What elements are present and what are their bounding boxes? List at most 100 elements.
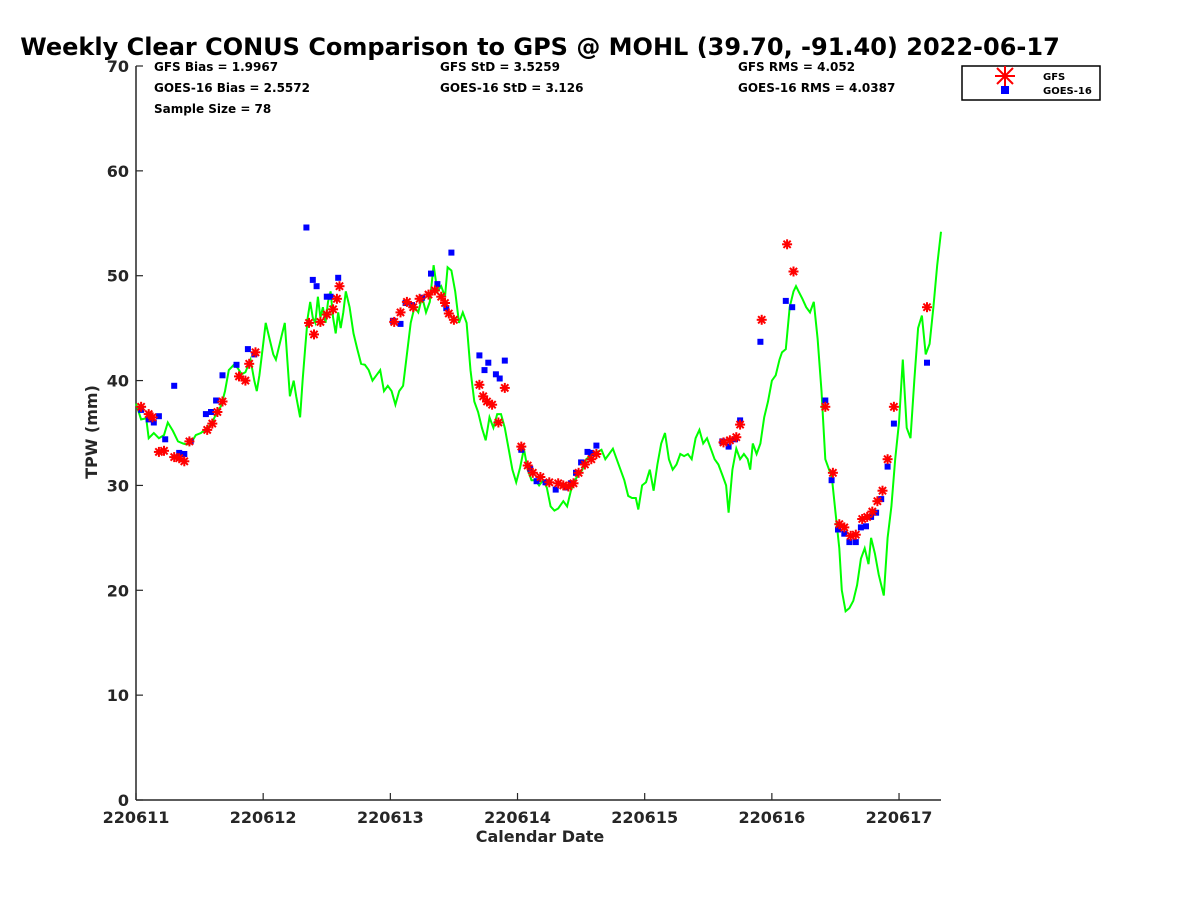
goes-16-point bbox=[496, 375, 503, 382]
x-tick-label: 220616 bbox=[738, 808, 805, 827]
goes-16-point bbox=[501, 357, 508, 364]
goes-16-point bbox=[162, 436, 169, 443]
goes-16-point bbox=[552, 486, 559, 493]
stat-goes-rms: GOES-16 RMS = 4.0387 bbox=[738, 81, 895, 95]
goes-16-point bbox=[213, 397, 220, 404]
goes-16-point bbox=[313, 283, 320, 290]
goes-16-point bbox=[219, 372, 226, 379]
y-tick-label: 20 bbox=[107, 581, 129, 600]
stat-sample-size: Sample Size = 78 bbox=[154, 102, 271, 116]
gps-series-line bbox=[135, 231, 942, 614]
chart-title: Weekly Clear CONUS Comparison to GPS @ M… bbox=[20, 33, 1060, 61]
goes-16-point bbox=[725, 443, 732, 450]
goes-16-point bbox=[890, 420, 897, 427]
gfs-point bbox=[568, 478, 579, 489]
goes-16-point bbox=[873, 509, 880, 516]
gfs-point bbox=[240, 375, 251, 386]
legend: GFS GOES-16 bbox=[961, 65, 1101, 101]
gfs-point bbox=[573, 467, 584, 478]
goes-16-point bbox=[593, 442, 600, 449]
goes-16-point bbox=[434, 281, 441, 288]
gfs-point bbox=[217, 396, 228, 407]
goes-16-point bbox=[884, 463, 891, 470]
gfs-point bbox=[586, 454, 597, 465]
gfs-point bbox=[478, 391, 489, 402]
stat-goes-std: GOES-16 StD = 3.126 bbox=[440, 81, 583, 95]
gfs-point bbox=[544, 477, 555, 488]
goes-16-point bbox=[476, 352, 483, 359]
gfs-point bbox=[888, 401, 899, 412]
gfs-point bbox=[872, 496, 883, 507]
goes-16-point bbox=[303, 224, 310, 231]
gfs-point bbox=[136, 401, 147, 412]
goes-16-point bbox=[828, 477, 835, 484]
gfs-point bbox=[922, 302, 932, 313]
goes-16-point bbox=[492, 371, 499, 378]
y-tick-label: 0 bbox=[118, 791, 129, 810]
goes-16-point bbox=[878, 496, 885, 503]
stats-panel: GFS Bias = 1.9967 GOES-16 Bias = 2.5572 … bbox=[154, 60, 895, 116]
gfs-point bbox=[735, 419, 746, 430]
gfs-point bbox=[331, 293, 342, 304]
legend-goes-label: GOES-16 bbox=[1043, 86, 1092, 97]
gfs-point bbox=[212, 407, 223, 417]
gfs-point bbox=[867, 506, 878, 517]
gfs-point bbox=[234, 371, 244, 382]
gfs-point bbox=[782, 239, 793, 250]
x-tick-label: 220617 bbox=[866, 808, 933, 827]
gfs-point bbox=[877, 485, 888, 496]
gfs-point bbox=[527, 467, 538, 478]
goes-16-point bbox=[863, 523, 869, 530]
y-tick-label: 50 bbox=[107, 267, 129, 286]
goes-16-point bbox=[846, 539, 853, 546]
gfs-point bbox=[202, 424, 213, 435]
goes-16-point bbox=[181, 451, 188, 457]
goes-16-point bbox=[584, 448, 591, 455]
goes-16-point bbox=[448, 249, 455, 256]
goes-16-point bbox=[145, 416, 152, 423]
stat-gfs-bias: GFS Bias = 1.9967 bbox=[154, 60, 278, 74]
goes-16-point bbox=[323, 293, 330, 300]
goes-16-point bbox=[176, 449, 183, 456]
legend-box bbox=[961, 65, 1101, 101]
goes-16-point bbox=[481, 367, 488, 374]
goes-16-point bbox=[578, 459, 585, 466]
gfs-point bbox=[395, 307, 406, 318]
gfs-point bbox=[827, 467, 838, 478]
x-axis-label: Calendar Date bbox=[476, 827, 605, 846]
gfs-point bbox=[591, 449, 602, 459]
goes-16-point bbox=[327, 293, 334, 300]
gfs-point bbox=[207, 418, 218, 429]
gfs-point bbox=[839, 522, 850, 533]
goes-16-point bbox=[428, 270, 434, 277]
y-tick-label: 10 bbox=[107, 686, 129, 705]
legend-gfs-marker bbox=[995, 66, 1015, 86]
gfs-point bbox=[731, 432, 742, 443]
gfs-point bbox=[244, 358, 255, 369]
x-tick-label: 220614 bbox=[484, 808, 551, 827]
gfs-point bbox=[408, 302, 419, 313]
goes-16-point bbox=[789, 304, 796, 311]
goes-16-point bbox=[835, 526, 841, 533]
goes-16-point bbox=[150, 419, 157, 426]
gfs-point bbox=[159, 445, 169, 456]
goes-16-point bbox=[924, 359, 930, 366]
gfs-point bbox=[304, 317, 314, 328]
gfs-point bbox=[756, 314, 767, 325]
goes-16-point bbox=[244, 346, 251, 353]
goes-16-point bbox=[443, 305, 450, 312]
gfs-point bbox=[429, 285, 440, 296]
goes-16-point bbox=[208, 409, 214, 415]
stat-goes-bias: GOES-16 Bias = 2.5572 bbox=[154, 81, 310, 95]
goes-16-point bbox=[852, 539, 859, 546]
gfs-point bbox=[522, 460, 533, 471]
y-tick-label: 30 bbox=[107, 476, 129, 495]
gfs-point bbox=[820, 401, 831, 412]
gfs-point bbox=[309, 329, 319, 340]
gfs-point bbox=[315, 316, 326, 327]
gfs-point bbox=[147, 412, 158, 423]
goes-16-point bbox=[155, 413, 162, 420]
goes-16-point bbox=[485, 359, 492, 366]
gfs-point bbox=[423, 289, 434, 300]
